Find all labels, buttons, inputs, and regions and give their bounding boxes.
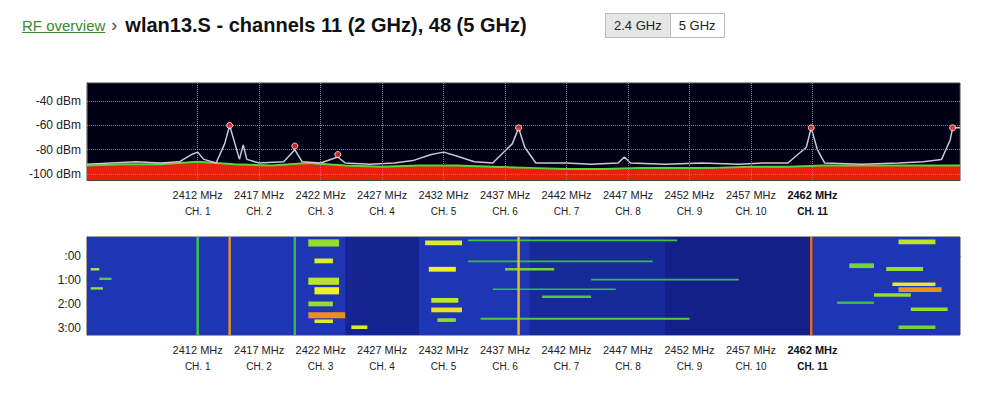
svg-text:2462 MHz: 2462 MHz — [787, 189, 838, 201]
svg-text:1:00: 1:00 — [58, 273, 82, 287]
svg-text:CH. 3: CH. 3 — [308, 361, 334, 372]
svg-text:2447 MHz: 2447 MHz — [603, 344, 653, 356]
svg-text::00: :00 — [64, 249, 81, 263]
svg-text:2422 MHz: 2422 MHz — [296, 189, 346, 201]
svg-text:2422 MHz: 2422 MHz — [296, 344, 346, 356]
svg-text:CH. 5: CH. 5 — [431, 361, 457, 372]
svg-text:2412 MHz: 2412 MHz — [173, 344, 223, 356]
html-text:RF overview › wlan13.S - chann: RF overview › wlan13.S - channels 11 (2 … — [22, 13, 527, 36]
svg-text:2442 MHz: 2442 MHz — [541, 344, 591, 356]
svg-text:2417 MHz: 2417 MHz — [234, 344, 284, 356]
svg-text:2462 MHz: 2462 MHz — [787, 344, 838, 356]
svg-text:CH. 11: CH. 11 — [797, 206, 828, 217]
svg-text:-100 dBm: -100 dBm — [29, 167, 81, 181]
svg-text:2412 MHz: 2412 MHz — [173, 189, 223, 201]
svg-text:2417 MHz: 2417 MHz — [234, 189, 284, 201]
svg-text:2437 MHz: 2437 MHz — [480, 344, 530, 356]
svg-text:2447 MHz: 2447 MHz — [603, 189, 653, 201]
svg-text:2432 MHz: 2432 MHz — [419, 189, 469, 201]
svg-text:CH. 4: CH. 4 — [369, 206, 395, 217]
svg-text:CH. 9: CH. 9 — [677, 206, 703, 217]
svg-text:CH. 6: CH. 6 — [492, 206, 518, 217]
svg-text:2452 MHz: 2452 MHz — [664, 189, 714, 201]
html-text:2.4 GHz: 2.4 GHz — [614, 18, 662, 33]
svg-text:2457 MHz: 2457 MHz — [726, 344, 776, 356]
svg-text:2442 MHz: 2442 MHz — [541, 189, 591, 201]
svg-text:2452 MHz: 2452 MHz — [664, 344, 714, 356]
svg-text:2437 MHz: 2437 MHz — [480, 189, 530, 201]
svg-text:CH. 3: CH. 3 — [308, 206, 334, 217]
html-text:5 GHz: 5 GHz — [678, 18, 716, 33]
svg-text:CH. 2: CH. 2 — [246, 361, 272, 372]
svg-text:CH. 10: CH. 10 — [735, 361, 767, 372]
svg-text:CH. 6: CH. 6 — [492, 361, 518, 372]
svg-text:CH. 8: CH. 8 — [615, 361, 641, 372]
svg-text:CH. 10: CH. 10 — [735, 206, 767, 217]
svg-text:2427 MHz: 2427 MHz — [357, 344, 407, 356]
svg-text:CH. 9: CH. 9 — [677, 361, 703, 372]
svg-text:CH. 7: CH. 7 — [554, 361, 580, 372]
svg-text:CH. 1: CH. 1 — [185, 206, 211, 217]
svg-text:CH. 2: CH. 2 — [246, 206, 272, 217]
svg-text:CH. 5: CH. 5 — [431, 206, 457, 217]
svg-text:-80 dBm: -80 dBm — [36, 143, 81, 157]
svg-text:CH. 1: CH. 1 — [185, 361, 211, 372]
svg-text:CH. 7: CH. 7 — [554, 206, 580, 217]
svg-text:CH. 4: CH. 4 — [369, 361, 395, 372]
svg-text:2457 MHz: 2457 MHz — [726, 189, 776, 201]
svg-text:3:00: 3:00 — [58, 321, 82, 335]
svg-text:2432 MHz: 2432 MHz — [419, 344, 469, 356]
svg-text:CH. 8: CH. 8 — [615, 206, 641, 217]
svg-text:2:00: 2:00 — [58, 297, 82, 311]
svg-text:-40 dBm: -40 dBm — [36, 94, 81, 108]
svg-text:CH. 11: CH. 11 — [797, 361, 828, 372]
svg-text:-60 dBm: -60 dBm — [36, 118, 81, 132]
svg-text:2427 MHz: 2427 MHz — [357, 189, 407, 201]
